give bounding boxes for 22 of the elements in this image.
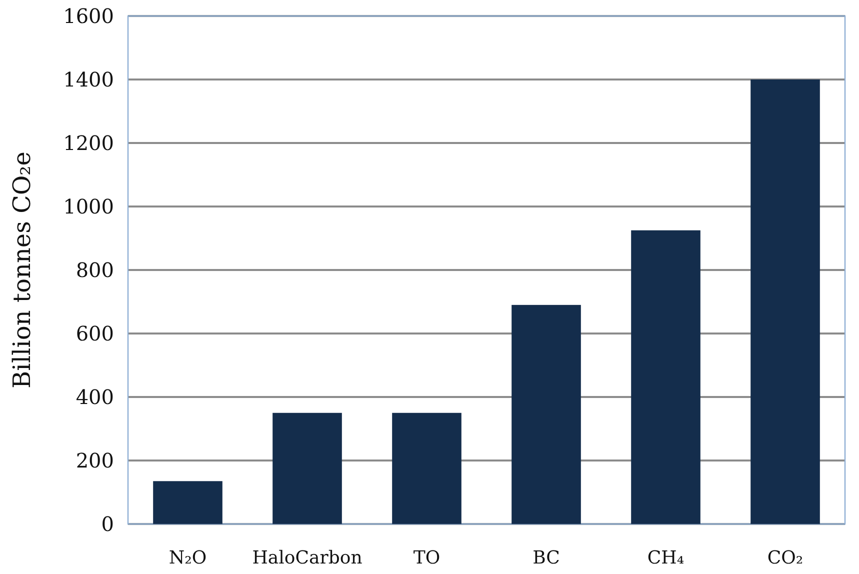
y-tick-label: 200	[76, 448, 114, 472]
y-axis-title: Billion tonnes CO₂e	[8, 152, 36, 388]
bar	[750, 80, 820, 524]
bar	[392, 412, 462, 524]
y-tick-label: 1000	[63, 194, 114, 218]
x-tick-label: BC	[532, 547, 560, 568]
bar	[153, 481, 222, 524]
y-tick-label: 0	[101, 512, 114, 536]
bar	[512, 304, 581, 524]
x-tick-label: CH₄	[647, 547, 684, 568]
y-tick-label: 400	[76, 385, 114, 409]
x-tick-label: N₂O	[168, 547, 207, 568]
y-tick-label: 1600	[63, 4, 114, 28]
bar	[631, 230, 700, 524]
y-tick-label: 600	[76, 322, 114, 346]
y-tick-label: 800	[76, 258, 114, 282]
x-tick-label: CO₂	[767, 547, 804, 568]
x-tick-label: HaloCarbon	[252, 547, 363, 568]
y-tick-label: 1400	[63, 68, 114, 92]
bar	[272, 412, 342, 524]
y-tick-label: 1200	[63, 131, 114, 155]
x-tick-label: TO	[413, 547, 440, 568]
